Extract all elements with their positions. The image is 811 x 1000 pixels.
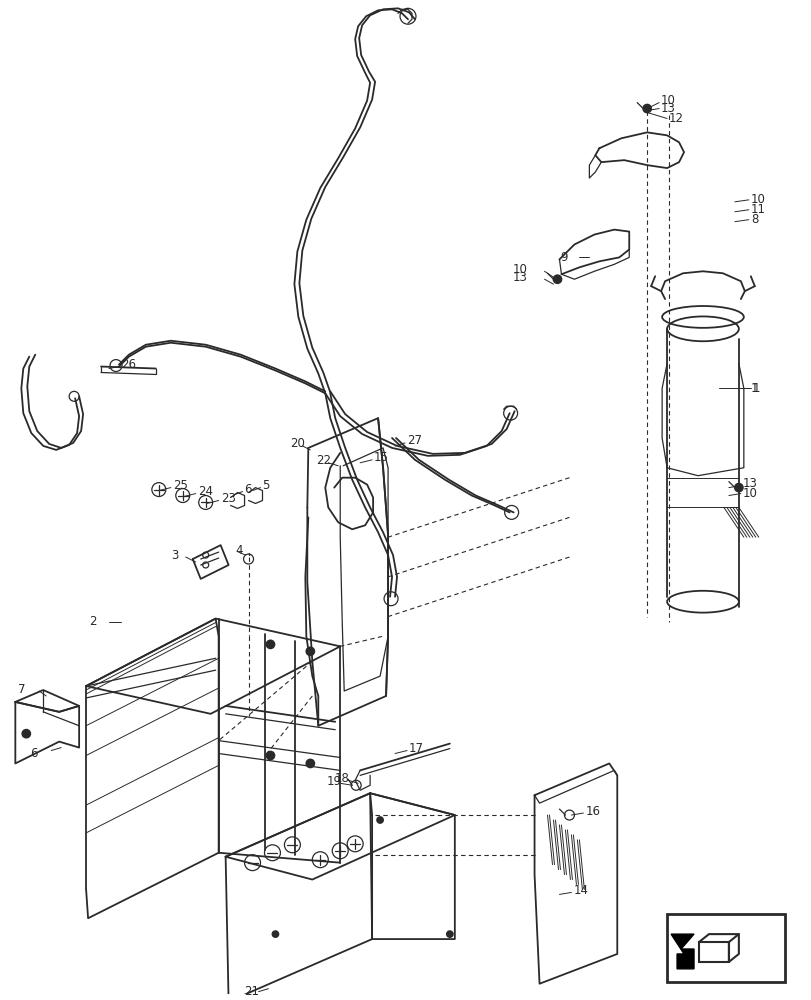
Text: 21: 21 <box>244 985 260 998</box>
Text: 23: 23 <box>221 492 235 505</box>
Circle shape <box>266 752 274 759</box>
Text: 2: 2 <box>89 615 97 628</box>
Text: 10: 10 <box>742 487 757 500</box>
Text: 16: 16 <box>585 805 599 818</box>
Text: 17: 17 <box>409 742 423 755</box>
Text: 13: 13 <box>660 102 676 115</box>
Circle shape <box>376 817 383 823</box>
Polygon shape <box>670 934 693 969</box>
Bar <box>698 942 728 962</box>
Text: 15: 15 <box>374 451 388 464</box>
Circle shape <box>272 931 278 937</box>
Text: 10: 10 <box>750 193 765 206</box>
Text: 4: 4 <box>235 544 242 557</box>
Circle shape <box>306 759 314 767</box>
Text: 9: 9 <box>560 251 567 264</box>
Text: 11: 11 <box>750 203 765 216</box>
Text: 25: 25 <box>173 479 187 492</box>
Text: 18: 18 <box>334 772 349 785</box>
Text: 24: 24 <box>197 485 212 498</box>
Text: 22: 22 <box>316 454 331 467</box>
Text: 10: 10 <box>660 94 676 107</box>
Text: 3: 3 <box>170 549 178 562</box>
Text: 26: 26 <box>121 358 135 371</box>
Circle shape <box>553 275 560 283</box>
Circle shape <box>266 640 274 648</box>
Text: 10: 10 <box>512 263 527 276</box>
Bar <box>667 914 783 982</box>
Circle shape <box>22 730 30 738</box>
Text: 13: 13 <box>742 477 757 490</box>
Circle shape <box>734 484 742 492</box>
Text: 8: 8 <box>750 213 757 226</box>
Circle shape <box>446 931 453 937</box>
Text: 6: 6 <box>30 747 37 760</box>
Text: 5: 5 <box>262 479 269 492</box>
Text: 27: 27 <box>406 434 422 447</box>
Circle shape <box>642 105 650 113</box>
Circle shape <box>306 647 314 655</box>
Text: 12: 12 <box>668 112 683 125</box>
Text: 14: 14 <box>573 884 588 897</box>
Text: 1: 1 <box>752 382 759 395</box>
Text: 1: 1 <box>750 382 757 395</box>
Text: 6: 6 <box>244 483 251 496</box>
Text: 13: 13 <box>512 271 527 284</box>
Text: 20: 20 <box>290 437 305 450</box>
Text: 19: 19 <box>326 775 341 788</box>
Text: 7: 7 <box>18 683 25 696</box>
